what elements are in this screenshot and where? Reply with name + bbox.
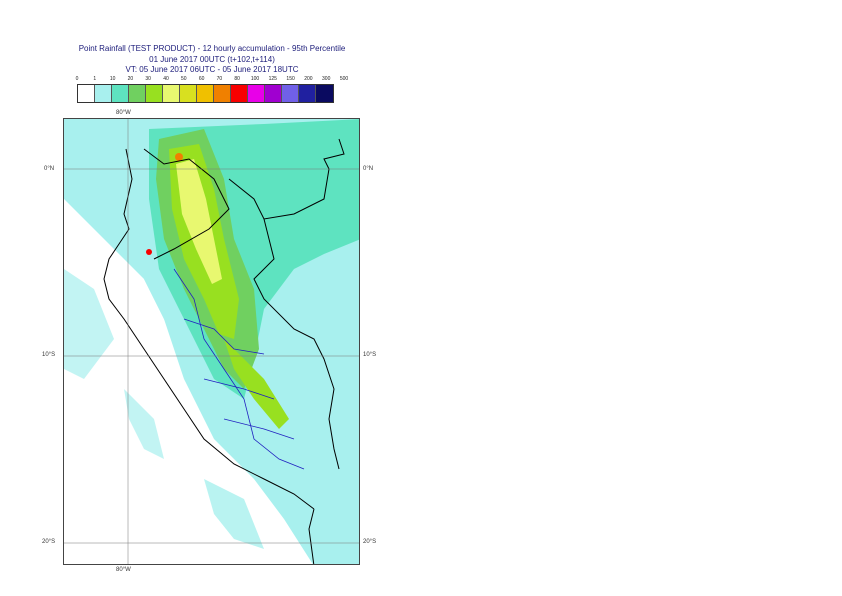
color-legend [77, 84, 334, 103]
map-title: Point Rainfall (TEST PRODUCT) - 12 hourl… [78, 44, 346, 53]
lat-label-right-0: 0°N [363, 166, 374, 172]
legend-label: 30 [145, 76, 151, 82]
lon-label-top: 80°W [116, 110, 131, 116]
legend-label: 1 [93, 76, 97, 82]
dry-ocean-area [64, 199, 313, 564]
ocean-rain-band [64, 269, 114, 379]
legend-swatch [214, 85, 231, 102]
legend-swatch [78, 85, 95, 102]
lon-label-bottom: 80°W [116, 567, 131, 573]
lat-label-right-10: 10°S [363, 352, 377, 358]
legend-label: 50 [181, 76, 187, 82]
lat-label-left-10: 10°S [42, 352, 56, 358]
legend-label: 125 [268, 76, 277, 82]
country-border-ecuador [143, 148, 230, 260]
legend-label: 60 [198, 76, 205, 82]
legend-swatch [299, 85, 316, 102]
legend-swatch [129, 85, 146, 102]
run-time-label: 01 June 2017 00UTC (t+102,t+114) [149, 55, 275, 64]
legend-swatch [248, 85, 265, 102]
lat-label-left-0: 0°N [44, 166, 55, 172]
country-border-colombia [228, 138, 345, 220]
legend-label: 70 [216, 76, 223, 82]
legend-label: 200 [304, 76, 313, 82]
legend-label: 10 [109, 76, 116, 82]
legend-swatch [180, 85, 197, 102]
legend-swatch [282, 85, 299, 102]
legend-label: 150 [286, 76, 295, 82]
legend-label: 40 [163, 76, 169, 82]
lat-label-left-20: 20°S [42, 539, 56, 545]
legend-label: 300 [322, 76, 331, 82]
legend-label: 500 [339, 76, 349, 82]
region-borders [173, 268, 305, 470]
legend-labels: 0 1 10 20 30 40 50 60 70 80 100 125 150 200 300 500 [70, 76, 360, 84]
legend-label: 0 [75, 76, 79, 82]
rain-band-40mm [176, 159, 222, 284]
legend-swatch [231, 85, 248, 102]
legend-swatch [95, 85, 112, 102]
legend-swatch [197, 85, 214, 102]
legend-swatch [265, 85, 282, 102]
legend-label: 20 [127, 76, 134, 82]
legend-label: 100 [250, 76, 260, 82]
ocean-rain-band-2 [124, 389, 164, 459]
country-border-chile [308, 508, 315, 564]
legend-swatch [316, 85, 333, 102]
legend-label: 80 [234, 76, 240, 82]
lat-label-right-20: 20°S [363, 539, 377, 545]
coastline [103, 148, 315, 510]
region-borders-2 [183, 318, 295, 440]
country-border-brazil [253, 218, 340, 470]
valid-time-label: VT: 05 June 2017 06UTC - 05 June 2017 18… [125, 65, 299, 74]
legend-swatch [112, 85, 129, 102]
rain-peak-north [175, 153, 183, 161]
rainfall-map [63, 118, 360, 565]
legend-swatch [146, 85, 163, 102]
map-canvas [64, 119, 359, 564]
ocean-rain-band-3 [204, 479, 264, 549]
legend-swatch [163, 85, 180, 102]
rain-band-south [224, 339, 289, 429]
rain-peak-max [146, 249, 152, 255]
